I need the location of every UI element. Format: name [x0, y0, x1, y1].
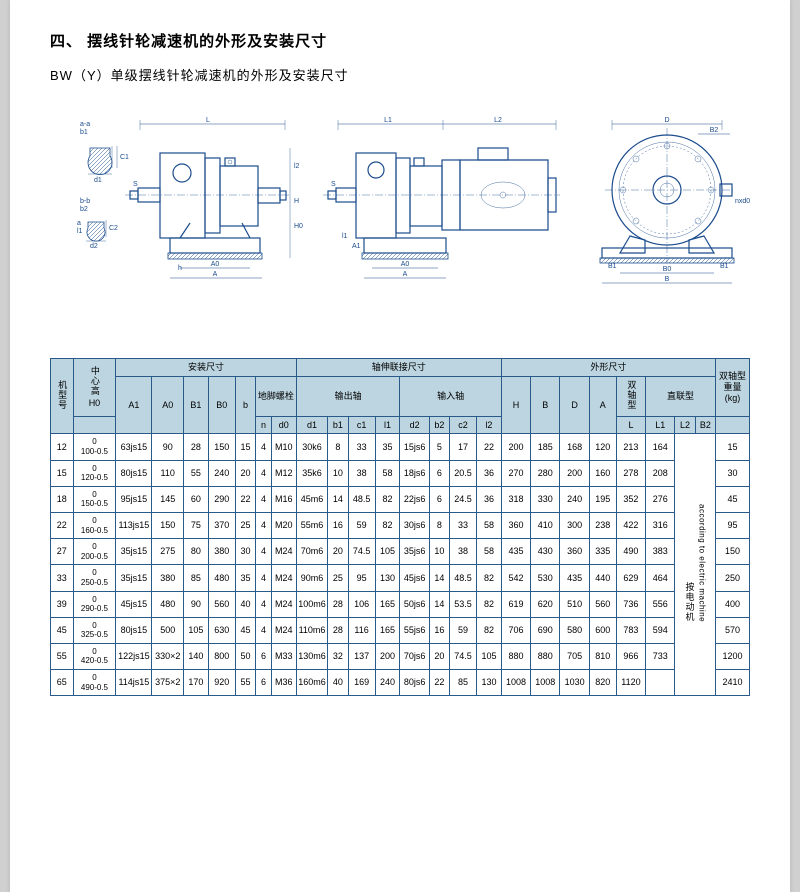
dim-L: L	[206, 117, 210, 124]
dim-B0: B0	[663, 266, 672, 273]
th-weight: 双轴型重量	[719, 371, 746, 392]
label-bb: b-b	[80, 198, 90, 205]
th-input: 输入轴	[400, 376, 501, 416]
label-c2: C2	[109, 225, 118, 232]
dim-A-2: A	[403, 271, 408, 278]
th-L2: L2	[675, 416, 695, 434]
table-row: 650490-0.5114js15375×2170920556M36160m64…	[51, 670, 750, 696]
label-d2: d2	[90, 243, 98, 250]
th-shaft: 轴伸联接尺寸	[296, 359, 501, 377]
dim-A1: A1	[352, 243, 361, 250]
label-b2: b2	[80, 206, 88, 213]
th-c1: c1	[348, 416, 375, 434]
dim-S: S	[133, 181, 138, 188]
dim-B2: B2	[710, 127, 719, 134]
th-D: D	[560, 376, 589, 434]
th-c2: c2	[450, 416, 477, 434]
dim-H0: H0	[294, 223, 303, 230]
th-centerh: 中心高	[89, 366, 100, 396]
dim-B1L: B1	[608, 263, 617, 270]
th-direct: 直联型	[646, 376, 716, 416]
th-B: B	[531, 376, 560, 434]
th-L: L	[616, 416, 645, 434]
table-row: 390290-0.545js1548090560404M24100m628106…	[51, 591, 750, 617]
table-row: 150120-0.580js1511055240204M1235k6103858…	[51, 460, 750, 486]
dim-I1: l1	[342, 233, 348, 240]
table-row: 220160-0.5113js1515075370254M2055m616598…	[51, 512, 750, 538]
th-outline: 外形尺寸	[501, 359, 715, 377]
engineering-diagram: a-a b1 C1 d1 b-b b2 C2 d2 a l1	[50, 108, 750, 328]
th-b: b	[235, 376, 255, 434]
label-d1: d1	[94, 177, 102, 184]
dim-S2: S	[331, 181, 336, 188]
dim-nxd0: nxd0	[735, 198, 750, 205]
dim-B1R: B1	[720, 263, 729, 270]
th-l2: l2	[477, 416, 502, 434]
dim-H: H	[294, 198, 299, 205]
th-d0: d0	[271, 416, 296, 434]
table-row: 180150-0.595js1514560290224M1645m61448.5…	[51, 486, 750, 512]
dim-B: B	[665, 276, 670, 283]
th-B1: B1	[183, 376, 208, 434]
th-A1: A1	[116, 376, 152, 434]
th-A0: A0	[152, 376, 184, 434]
th-l1: l1	[375, 416, 400, 434]
th-b1s: b1	[328, 416, 348, 434]
th-d2: d2	[400, 416, 429, 434]
th-n: n	[256, 416, 272, 434]
label-aa: a-a	[80, 121, 90, 128]
dim-l2: l2	[294, 163, 300, 170]
th-H: H	[501, 376, 530, 434]
th-A: A	[589, 376, 616, 434]
label-a: a	[77, 220, 81, 227]
document-page: 四、 摆线针轮减速机的外形及安装尺寸 BW（Y）单级摆线针轮减速机的外形及安装尺…	[10, 0, 790, 892]
label-c1: C1	[120, 154, 129, 161]
subtitle: BW（Y）单级摆线针轮减速机的外形及安装尺寸	[50, 65, 750, 84]
dim-L1: L1	[384, 117, 392, 124]
dimensions-table: 机型号 中心高H0 安装尺寸 轴伸联接尺寸 外形尺寸 双轴型重量(kg) A1 …	[50, 358, 750, 696]
label-b1: b1	[80, 129, 88, 136]
table-row: 120100-0.563js159028150154M1030k68333515…	[51, 434, 750, 460]
table-row: 330250-0.535js1538085480354M2490m6259513…	[51, 565, 750, 591]
dim-A0-2: A0	[401, 261, 410, 268]
th-model: 机型号	[56, 380, 67, 410]
label-I1: l1	[77, 228, 83, 235]
table-row: 450325-0.580js15500105630454M24110m62811…	[51, 617, 750, 643]
th-anchor: 地脚螺栓	[256, 376, 297, 416]
th-install: 安装尺寸	[116, 359, 296, 377]
th-d1: d1	[296, 416, 328, 434]
dim-A0: A0	[211, 261, 220, 268]
note-cell: 按电动机 according to electric machine	[675, 434, 716, 696]
dim-L2: L2	[494, 117, 502, 124]
th-dual: 双轴型	[626, 380, 637, 410]
th-L1: L1	[646, 416, 675, 434]
th-B2: B2	[695, 416, 715, 434]
table-row: 550420-0.5122js15330×2140800506M33130m63…	[51, 643, 750, 669]
th-b2: b2	[429, 416, 449, 434]
th-B0: B0	[208, 376, 235, 434]
table-row: 270200-0.535js1527580380304M2470m62074.5…	[51, 539, 750, 565]
section-title: 四、 摆线针轮减速机的外形及安装尺寸	[50, 30, 750, 51]
th-output: 输出轴	[296, 376, 400, 416]
dim-A: A	[213, 271, 218, 278]
dim-h: h	[178, 265, 182, 272]
dim-D: D	[664, 117, 669, 124]
